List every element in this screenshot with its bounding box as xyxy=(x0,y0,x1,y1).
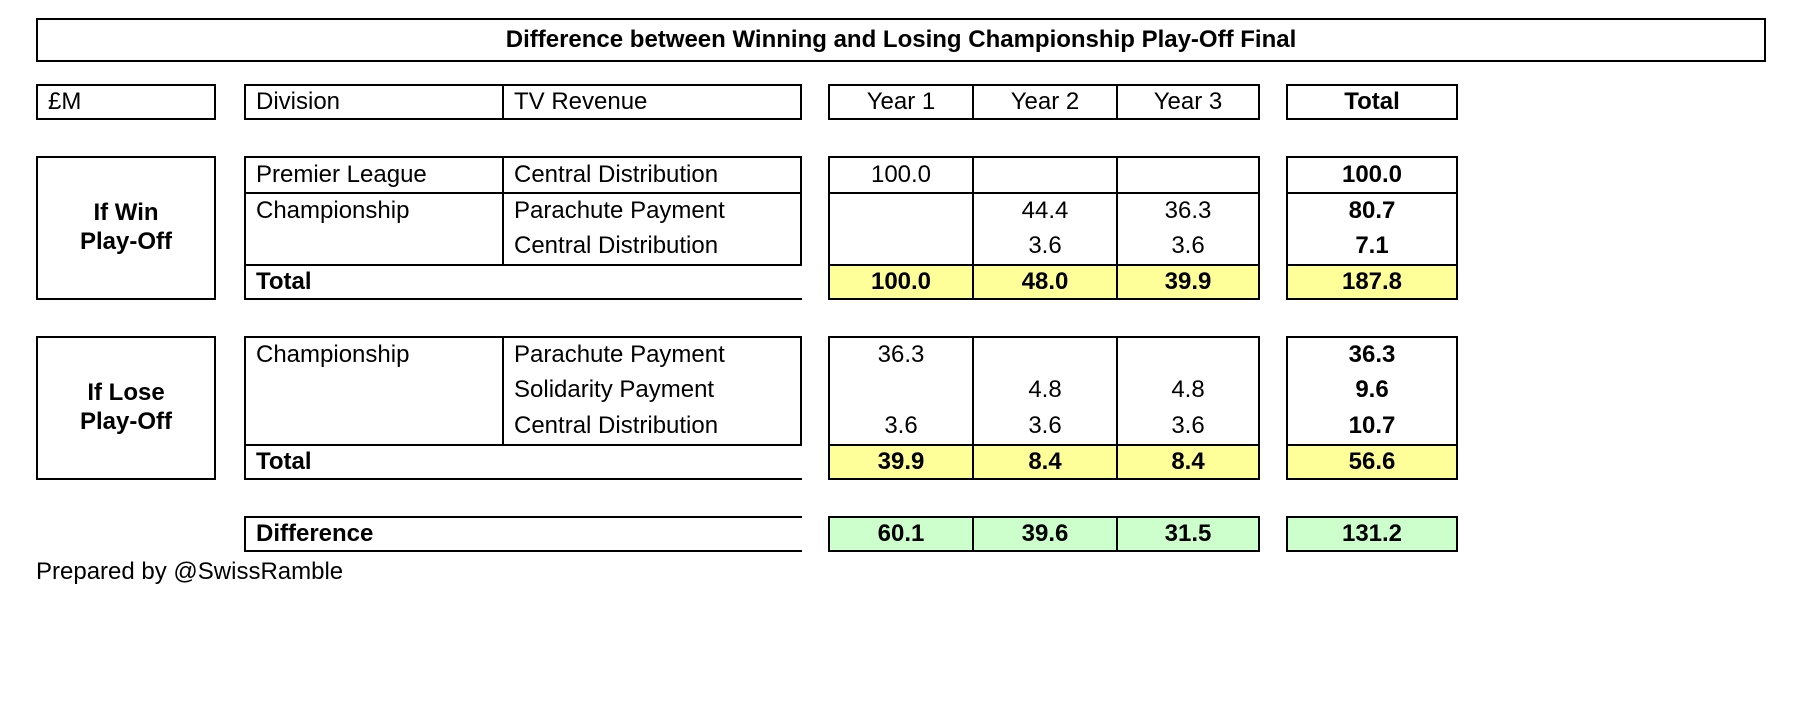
win-row2-y1 xyxy=(828,228,972,264)
lose-row2-tv: Central Distribution xyxy=(502,408,802,444)
col-total: Total xyxy=(1286,84,1458,120)
lose-row0-y1: 36.3 xyxy=(828,336,972,372)
lose-row0-tv: Parachute Payment xyxy=(502,336,802,372)
lose-row1-division xyxy=(244,372,502,408)
lose-row1-y3: 4.8 xyxy=(1116,372,1260,408)
lose-total-label: Total xyxy=(244,444,802,480)
lose-total-y3: 8.4 xyxy=(1116,444,1260,480)
lose-row2-y1: 3.6 xyxy=(828,408,972,444)
lose-total-y2: 8.4 xyxy=(972,444,1116,480)
lose-row1-total: 9.6 xyxy=(1286,372,1458,408)
lose-row2-y2: 3.6 xyxy=(972,408,1116,444)
win-row1-y1 xyxy=(828,192,972,228)
scenario-win-line2: Play-Off xyxy=(80,228,172,257)
lose-row1-y2: 4.8 xyxy=(972,372,1116,408)
win-row1-y2: 44.4 xyxy=(972,192,1116,228)
difference-y2: 39.6 xyxy=(972,516,1116,552)
win-row2-tv: Central Distribution xyxy=(502,228,802,264)
unit-label: £M xyxy=(36,84,216,120)
lose-row1-y1 xyxy=(828,372,972,408)
col-tv-revenue: TV Revenue xyxy=(502,84,802,120)
col-year3: Year 3 xyxy=(1116,84,1260,120)
lose-total-y1: 39.9 xyxy=(828,444,972,480)
difference-y3: 31.5 xyxy=(1116,516,1260,552)
lose-row2-y3: 3.6 xyxy=(1116,408,1260,444)
col-year2: Year 2 xyxy=(972,84,1116,120)
col-year1: Year 1 xyxy=(828,84,972,120)
lose-total-total: 56.6 xyxy=(1286,444,1458,480)
win-row2-y2: 3.6 xyxy=(972,228,1116,264)
win-row1-y3: 36.3 xyxy=(1116,192,1260,228)
win-total-y2: 48.0 xyxy=(972,264,1116,300)
lose-row0-y2 xyxy=(972,336,1116,372)
win-row0-y2 xyxy=(972,156,1116,192)
lose-row0-total: 36.3 xyxy=(1286,336,1458,372)
lose-row0-division: Championship xyxy=(244,336,502,372)
footer-credit: Prepared by @SwissRamble xyxy=(36,558,1766,586)
scenario-lose-label: If Lose Play-Off xyxy=(36,336,216,480)
win-row1-division: Championship xyxy=(244,192,502,228)
scenario-win-label: If Win Play-Off xyxy=(36,156,216,300)
lose-row1-tv: Solidarity Payment xyxy=(502,372,802,408)
difference-label: Difference xyxy=(244,516,802,552)
col-division: Division xyxy=(244,84,502,120)
win-row2-y3: 3.6 xyxy=(1116,228,1260,264)
difference-y1: 60.1 xyxy=(828,516,972,552)
win-row0-total: 100.0 xyxy=(1286,156,1458,192)
win-row0-y1: 100.0 xyxy=(828,156,972,192)
win-row1-total: 80.7 xyxy=(1286,192,1458,228)
scenario-win-line1: If Win xyxy=(93,199,158,228)
win-row0-tv: Central Distribution xyxy=(502,156,802,192)
win-total-total: 187.8 xyxy=(1286,264,1458,300)
win-total-y1: 100.0 xyxy=(828,264,972,300)
win-total-label: Total xyxy=(244,264,802,300)
scenario-lose-line1: If Lose xyxy=(87,379,164,408)
comparison-table: £M Division TV Revenue Year 1 Year 2 Yea… xyxy=(36,84,1766,552)
win-row2-total: 7.1 xyxy=(1286,228,1458,264)
lose-row2-total: 10.7 xyxy=(1286,408,1458,444)
win-row0-y3 xyxy=(1116,156,1260,192)
page-title: Difference between Winning and Losing Ch… xyxy=(36,18,1766,62)
lose-row2-division xyxy=(244,408,502,444)
win-row0-division: Premier League xyxy=(244,156,502,192)
lose-row0-y3 xyxy=(1116,336,1260,372)
difference-total: 131.2 xyxy=(1286,516,1458,552)
scenario-lose-line2: Play-Off xyxy=(80,408,172,437)
win-row2-division xyxy=(244,228,502,264)
win-row1-tv: Parachute Payment xyxy=(502,192,802,228)
win-total-y3: 39.9 xyxy=(1116,264,1260,300)
